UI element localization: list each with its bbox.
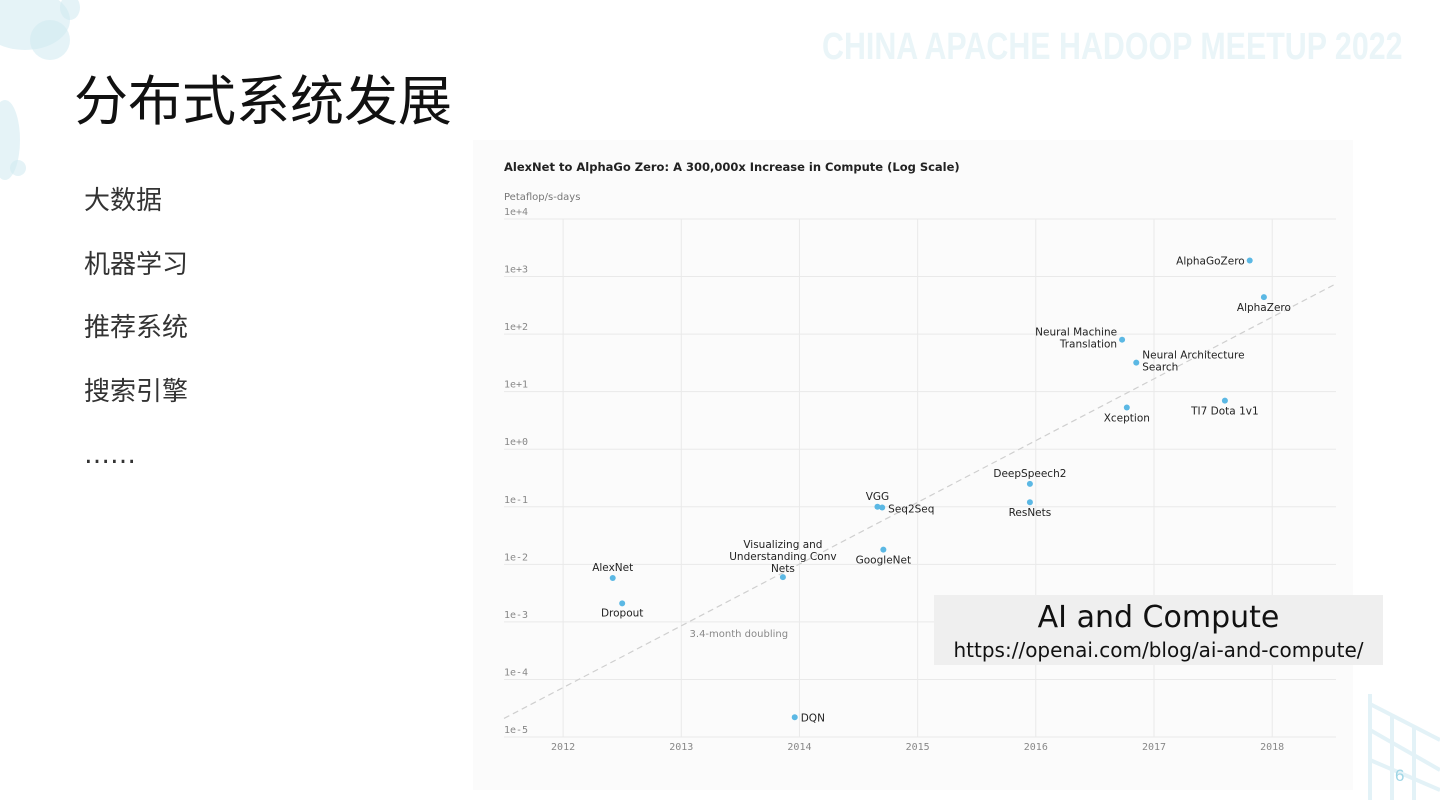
y-tick-label: 1e+1 bbox=[504, 380, 528, 391]
trend-line-path bbox=[503, 283, 1337, 719]
data-label: DeepSpeech2 bbox=[993, 468, 1066, 480]
y-tick-label: 1e+3 bbox=[504, 265, 528, 276]
data-label: Dropout bbox=[601, 607, 643, 619]
bullet-list: 大数据 机器学习 推荐系统 搜索引擎 …… bbox=[84, 183, 188, 501]
data-label: Xception bbox=[1104, 413, 1150, 425]
data-label-line: Translation bbox=[1059, 339, 1117, 351]
x-tick-label: 2015 bbox=[906, 742, 930, 753]
trend-line: 3.4-month doubling bbox=[503, 283, 1337, 719]
data-label: Neural Machine Translation bbox=[1035, 327, 1117, 351]
y-axis-label: Petaflop/s-days bbox=[504, 192, 580, 203]
y-tick-label: 1e-3 bbox=[504, 610, 528, 621]
data-label-line: DQN bbox=[801, 712, 825, 724]
data-label-line: Understanding Conv bbox=[729, 551, 836, 563]
y-tick-label: 1e-5 bbox=[504, 725, 528, 736]
x-tick-label: 2014 bbox=[787, 742, 811, 753]
caption-title: AI and Compute bbox=[1037, 600, 1280, 635]
data-point bbox=[1221, 397, 1228, 404]
data-label: ResNets bbox=[1009, 507, 1052, 519]
data-label-line: Search bbox=[1142, 362, 1178, 374]
data-label: AlphaZero bbox=[1237, 302, 1291, 314]
header-watermark: CHINA APACHE HADOOP MEETUP 2022 bbox=[822, 26, 1403, 68]
chart-title: AlexNet to AlphaGo Zero: A 300,000x Incr… bbox=[504, 160, 960, 174]
data-label-line: VGG bbox=[866, 491, 889, 503]
data-label: Visualizing and Understanding Conv Nets bbox=[729, 539, 836, 575]
data-label-line: Neural Architecture bbox=[1142, 350, 1244, 362]
x-tick-label: 2016 bbox=[1024, 742, 1048, 753]
data-label-line: Nets bbox=[771, 563, 795, 575]
y-tick-label: 1e-2 bbox=[504, 552, 528, 563]
data-label-line: AlphaGoZero bbox=[1176, 256, 1245, 268]
data-label: Neural Architecture Search bbox=[1142, 350, 1244, 374]
data-points: AlexNet Dropout Visualizing and Understandi… bbox=[592, 256, 1291, 725]
data-label-line: ResNets bbox=[1009, 507, 1052, 519]
data-label: DQN bbox=[801, 712, 825, 724]
decorative-lines bbox=[1368, 694, 1440, 800]
chart-svg: AlexNet to AlphaGo Zero: A 300,000x Incr… bbox=[503, 160, 1337, 753]
data-point bbox=[879, 504, 886, 511]
data-point bbox=[874, 503, 881, 510]
data-point bbox=[1133, 359, 1140, 366]
y-tick-label: 1e-1 bbox=[504, 495, 528, 506]
x-tick-label: 2013 bbox=[669, 742, 693, 753]
page-number: 6 bbox=[1395, 766, 1405, 785]
y-tick-label: 1e+4 bbox=[504, 207, 528, 218]
data-label-line: AlphaZero bbox=[1237, 302, 1291, 314]
bullet-item: …… bbox=[84, 440, 136, 470]
data-label-line: DeepSpeech2 bbox=[993, 468, 1066, 480]
data-point bbox=[779, 574, 786, 581]
data-label: Seq2Seq bbox=[888, 504, 934, 516]
data-label: VGG bbox=[866, 491, 889, 503]
caption-link[interactable]: https://openai.com/blog/ai-and-compute/ bbox=[953, 638, 1364, 662]
bullet-item: 搜索引擎 bbox=[84, 376, 189, 407]
data-label: AlphaGoZero bbox=[1176, 256, 1245, 268]
data-label: GoogleNet bbox=[856, 555, 911, 567]
data-label: TI7 Dota 1v1 bbox=[1190, 406, 1259, 418]
slide-title: 分布式系统发展 bbox=[74, 70, 452, 133]
data-point bbox=[1123, 404, 1130, 411]
x-tick-label: 2012 bbox=[551, 742, 575, 753]
data-point bbox=[791, 714, 798, 721]
compute-chart: AlexNet to AlphaGo Zero: A 300,000x Incr… bbox=[473, 140, 1353, 790]
caption-box: AI and Compute https://openai.com/blog/a… bbox=[934, 595, 1383, 665]
data-label-line: AlexNet bbox=[592, 562, 633, 574]
data-point bbox=[1026, 499, 1033, 506]
data-point bbox=[1246, 257, 1253, 264]
data-label-line: Dropout bbox=[601, 607, 643, 619]
trend-label: 3.4-month doubling bbox=[690, 629, 789, 640]
data-point bbox=[1260, 294, 1267, 301]
data-label-line: Xception bbox=[1104, 413, 1150, 425]
x-tick-label: 2017 bbox=[1142, 742, 1166, 753]
bullet-item: 大数据 bbox=[84, 186, 163, 216]
data-point bbox=[609, 574, 616, 581]
data-label: AlexNet bbox=[592, 562, 633, 574]
data-label-line: Seq2Seq bbox=[888, 504, 934, 516]
bullet-item: 机器学习 bbox=[84, 249, 189, 280]
data-point bbox=[1119, 336, 1126, 343]
data-point bbox=[880, 546, 887, 553]
y-tick-label: 1e-4 bbox=[504, 667, 528, 678]
grid: 1e+4 1e+3 1e+2 1e+1 1e+0 1e-1 1e-2 1e-3 1e-4 1e-5… bbox=[504, 207, 1336, 753]
data-point bbox=[1026, 480, 1033, 487]
data-label-line: Neural Machine bbox=[1035, 327, 1117, 339]
data-label-line: GoogleNet bbox=[856, 555, 911, 567]
y-tick-label: 1e+0 bbox=[504, 437, 528, 448]
data-label-line: Visualizing and bbox=[743, 539, 822, 551]
x-tick-label: 2018 bbox=[1260, 742, 1284, 753]
bullet-item: 推荐系统 bbox=[84, 313, 189, 343]
data-label-line: TI7 Dota 1v1 bbox=[1190, 406, 1259, 418]
data-point bbox=[619, 600, 626, 607]
y-tick-label: 1e+2 bbox=[504, 322, 528, 333]
